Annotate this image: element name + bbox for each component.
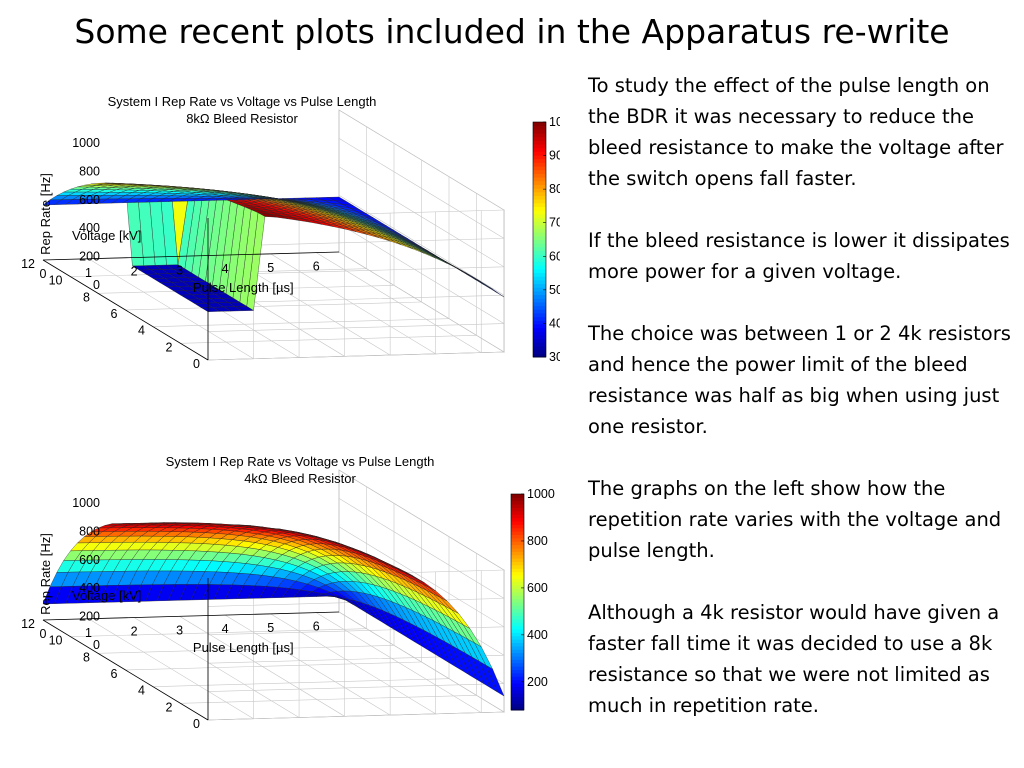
y-tick-label: 0: [193, 717, 200, 731]
surface-mesh: [42, 522, 505, 697]
colorbar-tick-label: 1000: [549, 115, 560, 129]
z-tick-label: 400: [79, 221, 100, 235]
surface-cell: [42, 586, 62, 605]
colorbar-tick-label: 1000: [527, 487, 555, 501]
axes: [42, 578, 340, 721]
x-tick-label: 5: [267, 261, 274, 275]
y-tick-label: 10: [49, 274, 63, 288]
x-tick-label: 2: [131, 625, 138, 639]
y-tick-label: 12: [21, 617, 35, 631]
z-tick-label: 0: [93, 278, 100, 292]
y-axis-label: Voltage [kV]: [72, 588, 141, 603]
y-tick-label: 6: [111, 667, 118, 681]
colorbar: 300 400 500 600 700 800 900 1000: [532, 115, 560, 364]
x-tick-label: 2: [131, 265, 138, 279]
z-tick-label: 1000: [72, 136, 100, 150]
z-tick-label: 600: [79, 553, 100, 567]
z-tick-label: 800: [79, 524, 100, 538]
colorbar-tick-label: 300: [549, 350, 560, 364]
colorbar-tick-label: 600: [527, 581, 548, 595]
x-tick-label: 0: [40, 267, 47, 281]
colorbar: 200 400 600 800 1000: [510, 487, 555, 711]
colorbar-tick-label: 400: [527, 628, 548, 642]
chart-title: System I Rep Rate vs Voltage vs Pulse Le…: [108, 94, 377, 109]
z-tick-label: 0: [93, 638, 100, 652]
chart-title: System I Rep Rate vs Voltage vs Pulse Le…: [166, 454, 435, 469]
y-tick-label: 12: [21, 257, 35, 271]
y-tick-label: 8: [83, 290, 90, 304]
paragraph-5: Although a 4k resistor would have given …: [588, 601, 1000, 717]
paragraph-4: The graphs on the left show how the repe…: [588, 477, 1002, 562]
z-axis-label: Rep Rate [Hz]: [38, 533, 53, 615]
colorbar-tick-label: 500: [549, 283, 560, 297]
chart-subtitle: 8kΩ Bleed Resistor: [186, 111, 298, 126]
paragraph-2: If the bleed resistance is lower it diss…: [588, 229, 1010, 283]
colorbar-tick-label: 200: [527, 675, 548, 689]
colorbar-tick-label: 400: [549, 316, 560, 330]
z-axis-label: Rep Rate [Hz]: [38, 173, 53, 255]
explanation-text: To study the effect of the pulse length …: [588, 70, 1018, 752]
colorbar-tick-label: 800: [527, 534, 548, 548]
surface-cell: [42, 199, 62, 206]
colorbar-tick-label: 600: [549, 249, 560, 263]
x-tick-label: 1: [85, 266, 92, 280]
y-tick-label: 4: [138, 324, 145, 338]
x-tick-label: 6: [313, 620, 320, 634]
y-tick-label: 4: [138, 684, 145, 698]
chart-subtitle: 4kΩ Bleed Resistor: [244, 471, 356, 486]
paragraph-3: The choice was between 1 or 2 4k resisto…: [588, 322, 1011, 438]
y-axis-label: Voltage [kV]: [72, 228, 141, 243]
x-tick-label: 4: [222, 622, 229, 636]
z-tick-label: 400: [79, 581, 100, 595]
x-tick-label: 6: [313, 260, 320, 274]
colorbar-tick-label: 900: [549, 149, 560, 163]
x-tick-label: 4: [222, 262, 229, 276]
z-tick-label: 200: [79, 610, 100, 624]
colorbar-tick-label: 800: [549, 182, 560, 196]
x-tick-label: 0: [40, 627, 47, 641]
axes: [42, 218, 340, 361]
y-tick-label: 0: [193, 357, 200, 371]
x-axis-label: Pulse Length [µs]: [193, 280, 294, 295]
x-axis-label: Pulse Length [µs]: [193, 640, 294, 655]
slide-title: Some recent plots included in the Appara…: [74, 12, 950, 51]
x-tick-label: 3: [176, 263, 183, 277]
y-tick-label: 2: [166, 700, 173, 714]
y-tick-label: 6: [111, 307, 118, 321]
colorbar-tick-label: 700: [549, 216, 560, 230]
z-tick-label: 200: [79, 250, 100, 264]
y-tick-label: 10: [49, 634, 63, 648]
z-tick-label: 800: [79, 164, 100, 178]
y-tick-label: 2: [166, 340, 173, 354]
x-tick-label: 1: [85, 626, 92, 640]
z-tick-label: 600: [79, 193, 100, 207]
paragraph-1: To study the effect of the pulse length …: [588, 74, 1004, 190]
z-tick-label: 1000: [72, 496, 100, 510]
y-tick-label: 8: [83, 650, 90, 664]
x-tick-label: 5: [267, 621, 274, 635]
x-tick-label: 3: [176, 623, 183, 637]
